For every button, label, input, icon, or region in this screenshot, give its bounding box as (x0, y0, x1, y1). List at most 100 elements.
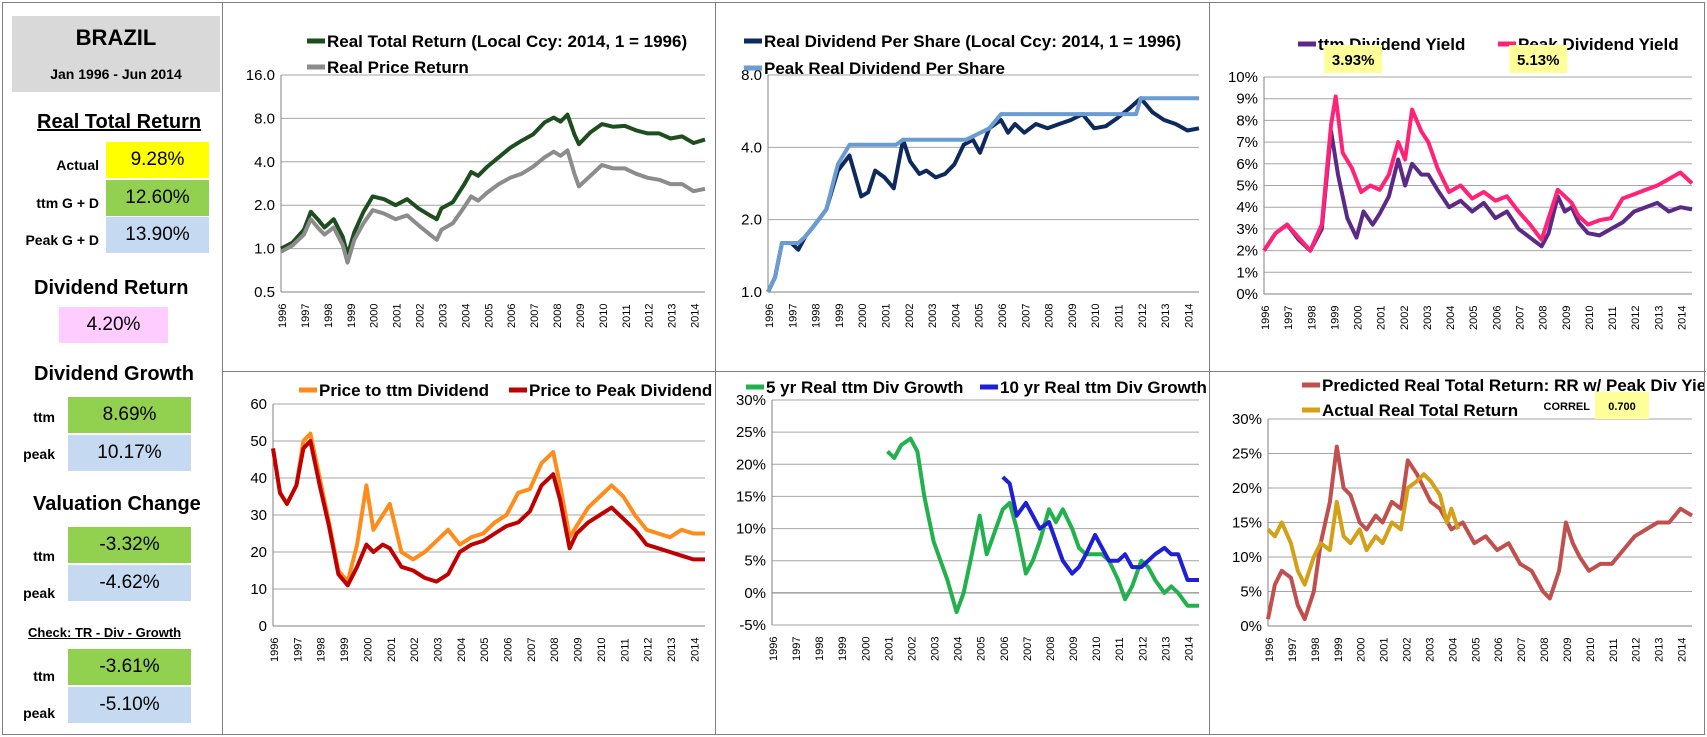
x-tick-label: 2012 (643, 638, 655, 662)
x-tick-label: 2003 (1424, 638, 1436, 662)
x-tick-label: 2011 (619, 638, 631, 662)
check-ttm-value: -3.61% (68, 649, 191, 685)
x-tick-label: 1998 (1310, 638, 1322, 662)
vc-peak-label: peak (23, 585, 55, 601)
x-tick-label: 1997 (292, 638, 304, 662)
x-tick-label: 1998 (323, 304, 335, 328)
legend-label: Real Price Return (327, 58, 469, 77)
x-tick-label: 1999 (1333, 638, 1345, 662)
y-tick-label: 2.0 (741, 212, 762, 229)
x-tick-label: 2000 (860, 637, 872, 661)
x-tick-label: 2001 (386, 638, 398, 662)
x-tick-label: 2002 (904, 304, 916, 328)
x-tick-label: 2009 (1067, 304, 1079, 328)
x-tick-label: 2007 (1514, 306, 1526, 330)
x-tick-label: 2012 (1137, 637, 1149, 661)
x-tick-label: 2000 (362, 638, 374, 662)
x-tick-label: 2009 (1561, 306, 1573, 330)
actual-label: Actual (56, 157, 99, 173)
x-tick-label: 2004 (1445, 306, 1457, 330)
dg-ttm-label: ttm (33, 409, 55, 425)
x-tick-label: 2001 (1379, 638, 1391, 662)
x-tick-label: 2014 (689, 638, 701, 662)
y-tick-label: 5% (744, 553, 766, 570)
x-tick-label: 2006 (1493, 638, 1505, 662)
chart-price-to-dividend: 0 10 20 30 40 50 60 1996 1997 1998 1999 2000 2001 200… (250, 381, 712, 662)
x-tick-label: 2002 (906, 637, 918, 661)
legend-label: 5 yr Real ttm Div Growth (766, 378, 963, 397)
x-tick-label: 1999 (346, 304, 358, 328)
x-tick-label: 2008 (552, 304, 564, 328)
x-tick-label: 1998 (1306, 306, 1318, 330)
check-ttm-label: ttm (33, 668, 55, 684)
x-tick-label: 2009 (575, 304, 587, 328)
series-line (271, 431, 705, 584)
legend-label: Real Dividend Per Share (Local Ccy: 2014… (764, 32, 1181, 51)
dg-peak-value: 10.17% (68, 435, 191, 471)
x-tick-label: 2011 (1608, 638, 1620, 662)
x-tick-label: 2009 (1068, 637, 1080, 661)
y-tick-label: 6% (1236, 156, 1258, 173)
y-tick-label: 0% (1240, 618, 1262, 635)
vc-ttm-label: ttm (33, 548, 55, 564)
y-tick-label: 50 (250, 433, 267, 450)
x-tick-label: 1996 (1264, 638, 1276, 662)
y-tick-label: 20% (1232, 480, 1262, 497)
x-tick-label: 2006 (997, 304, 1009, 328)
y-tick-label: 1.0 (741, 284, 762, 301)
x-tick-label: 1999 (837, 637, 849, 661)
y-tick-label: 0% (1236, 286, 1258, 303)
x-tick-label: 2013 (667, 304, 679, 328)
divider (1209, 3, 1210, 734)
y-tick-label: 10% (1232, 549, 1262, 566)
series-line (280, 148, 706, 265)
series-line (1262, 129, 1693, 253)
x-tick-label: 2006 (999, 637, 1011, 661)
y-tick-label: 10% (1228, 69, 1258, 86)
x-tick-label: 2011 (1607, 306, 1619, 330)
y-tick-label: 10% (736, 521, 766, 538)
correl-box (1595, 392, 1649, 419)
legend-label: Price to Peak Dividend (529, 381, 712, 400)
x-tick-label: 2004 (1447, 638, 1459, 662)
chart-real-dividend-per-share: 1.0 2.0 4.0 8.0 1996 1997 1998 1999 2000 2001 2002… (741, 32, 1200, 328)
x-tick-label: 2013 (1160, 304, 1172, 328)
x-tick-label: 2001 (880, 304, 892, 328)
x-tick-label: 2012 (644, 304, 656, 328)
vc-peak-value: -4.62% (68, 565, 191, 601)
x-tick-label: 2014 (1183, 304, 1195, 328)
period-label: Jan 1996 - Jun 2014 (50, 66, 182, 82)
x-tick-label: 1997 (791, 637, 803, 661)
y-tick-label: 30% (1232, 411, 1262, 428)
x-tick-label: 2003 (432, 638, 444, 662)
x-tick-label: 2011 (621, 304, 633, 328)
x-tick-label: 2004 (456, 638, 468, 662)
y-tick-label: 30% (736, 392, 766, 409)
x-tick-label: 1998 (811, 304, 823, 328)
y-tick-label: -5% (739, 617, 766, 634)
x-tick-label: 2014 (1677, 638, 1689, 662)
y-tick-label: 5% (1236, 178, 1258, 195)
dg-peak-label: peak (23, 446, 55, 462)
y-tick-label: 16.0 (246, 67, 275, 84)
y-tick-label: 20% (736, 456, 766, 473)
legend-label: Peak Real Dividend Per Share (764, 59, 1005, 78)
y-tick-label: 4.0 (741, 139, 762, 156)
series-line (1266, 444, 1694, 622)
legend-label: 10 yr Real ttm Div Growth (1000, 378, 1207, 397)
check-peak-value: -5.10% (68, 687, 191, 723)
series-line (1262, 94, 1694, 253)
x-tick-label: 2013 (1653, 306, 1665, 330)
x-tick-label: 2013 (1160, 637, 1172, 661)
y-tick-label: 0 (259, 618, 267, 635)
x-tick-label: 2005 (1470, 638, 1482, 662)
x-tick-label: 1996 (277, 304, 289, 328)
value-badge (1324, 45, 1383, 73)
check-header: Check: TR - Div - Growth (28, 625, 182, 640)
y-tick-label: 0.5 (254, 284, 275, 301)
x-tick-label: 2010 (1584, 306, 1596, 330)
x-tick-label: 2002 (409, 638, 421, 662)
x-tick-label: 2013 (666, 638, 678, 662)
dividend-return-header: Dividend Return (34, 277, 189, 299)
vc-ttm-value: -3.32% (68, 527, 191, 563)
